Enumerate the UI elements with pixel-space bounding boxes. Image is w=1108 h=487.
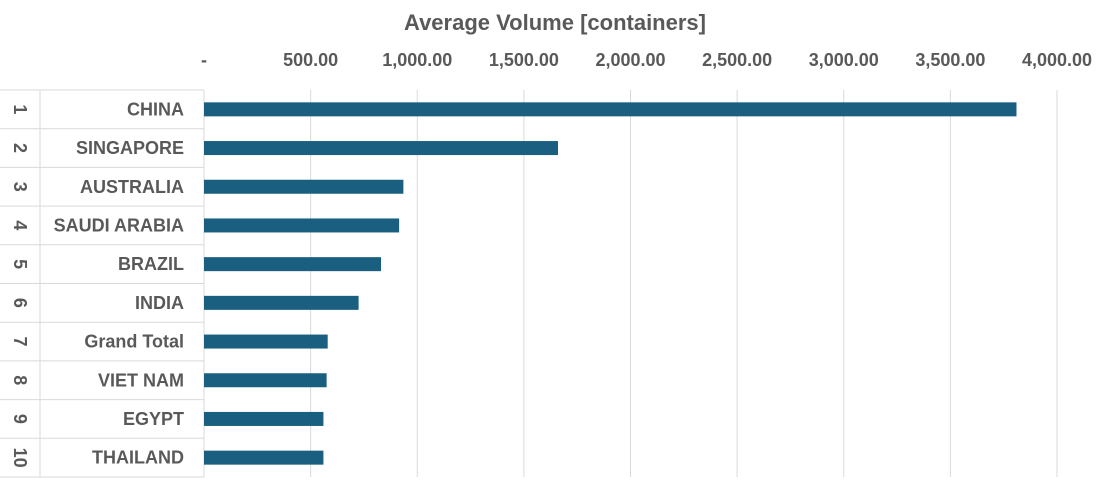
category-label: Grand Total bbox=[84, 332, 184, 352]
x-tick-label: 1,500.00 bbox=[489, 50, 559, 70]
bar bbox=[204, 450, 324, 465]
rank-label: 3 bbox=[10, 182, 30, 192]
category-label: THAILAND bbox=[92, 448, 184, 468]
bar bbox=[204, 257, 381, 272]
x-tick-label: 1,000.00 bbox=[382, 50, 452, 70]
category-label: AUSTRALIA bbox=[80, 177, 184, 197]
category-label: SINGAPORE bbox=[76, 138, 184, 158]
x-tick-label: 4,000.00 bbox=[1022, 50, 1092, 70]
x-axis-ticks: - 500.00 1,000.00 1,500.00 2,000.00 2,500.00 3… bbox=[201, 50, 1092, 70]
category-label: CHINA bbox=[127, 99, 184, 119]
rank-label: 1 bbox=[10, 104, 30, 114]
rank-label: 2 bbox=[10, 143, 30, 153]
x-tick-label: 3,500.00 bbox=[915, 50, 985, 70]
category-label: SAUDI ARABIA bbox=[54, 215, 184, 235]
bar bbox=[204, 141, 558, 156]
category-label: INDIA bbox=[135, 293, 184, 313]
bar bbox=[204, 373, 327, 388]
bar bbox=[204, 334, 328, 349]
rank-label: 8 bbox=[10, 375, 30, 385]
x-tick-label: 3,000.00 bbox=[809, 50, 879, 70]
rank-label: 5 bbox=[10, 259, 30, 269]
axis-title: Average Volume [containers] bbox=[404, 10, 706, 35]
category-label: EGYPT bbox=[123, 409, 184, 429]
x-tick-label: 500.00 bbox=[283, 50, 338, 70]
rank-label: 6 bbox=[10, 298, 30, 308]
category-table: 1 CHINA 2 SINGAPORE 3 AUSTRALIA 4 SAUDI ARABIA 5… bbox=[0, 89, 205, 478]
bar bbox=[204, 218, 400, 233]
category-label: VIET NAM bbox=[98, 370, 184, 390]
x-tick-label: - bbox=[201, 50, 207, 70]
rank-label: 9 bbox=[10, 414, 30, 424]
bar bbox=[204, 179, 404, 194]
x-tick-label: 2,000.00 bbox=[595, 50, 665, 70]
x-tick-label: 2,500.00 bbox=[702, 50, 772, 70]
rank-label: 10 bbox=[10, 448, 30, 468]
bar bbox=[204, 411, 324, 426]
bar bbox=[204, 102, 1017, 117]
bars bbox=[204, 102, 1017, 465]
category-label: BRAZIL bbox=[118, 254, 184, 274]
rank-label: 4 bbox=[10, 220, 30, 230]
bar bbox=[204, 295, 359, 310]
rank-label: 7 bbox=[10, 337, 30, 347]
